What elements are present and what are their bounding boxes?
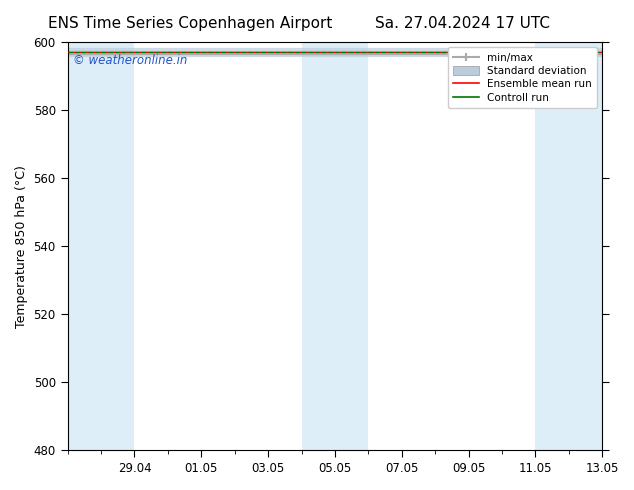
Bar: [302, 42, 368, 450]
Legend: min/max, Standard deviation, Ensemble mean run, Controll run: min/max, Standard deviation, Ensemble me…: [448, 47, 597, 108]
Text: Sa. 27.04.2024 17 UTC: Sa. 27.04.2024 17 UTC: [375, 16, 550, 31]
Bar: [68, 42, 134, 450]
Text: © weatheronline.in: © weatheronline.in: [73, 54, 187, 67]
Text: ENS Time Series Copenhagen Airport: ENS Time Series Copenhagen Airport: [48, 16, 332, 31]
Y-axis label: Temperature 850 hPa (°C): Temperature 850 hPa (°C): [15, 165, 28, 327]
Bar: [536, 42, 602, 450]
